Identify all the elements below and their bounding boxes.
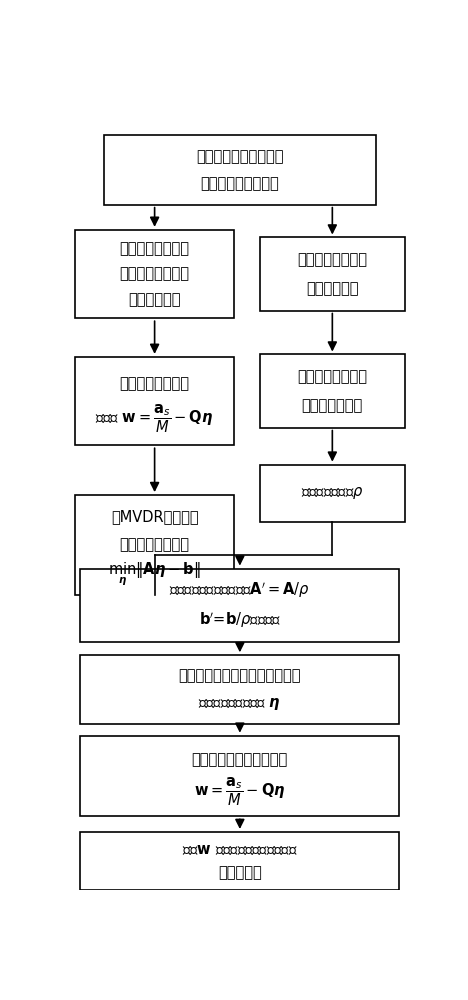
Text: 阵误差的范数: 阵误差的范数 (306, 281, 358, 296)
FancyBboxPatch shape (80, 655, 400, 724)
Text: 计算最差情况下的: 计算最差情况下的 (297, 369, 367, 384)
Text: 得期望信号: 得期望信号 (218, 865, 262, 880)
FancyBboxPatch shape (104, 135, 376, 205)
Text: 对阵列数据进行采样，: 对阵列数据进行采样， (196, 149, 284, 164)
Text: 利用$\mathbf{w}$ 对阵列数据进行加权，获: 利用$\mathbf{w}$ 对阵列数据进行加权，获 (182, 842, 298, 857)
Text: 将最小二乘问题归一化，$\mathbf{A}'=\mathbf{A}/\rho$: 将最小二乘问题归一化，$\mathbf{A}'=\mathbf{A}/\rho$ (169, 581, 310, 600)
Text: 望信号入射角: 望信号入射角 (128, 292, 181, 307)
Text: 将MVDR波束形成: 将MVDR波束形成 (111, 509, 198, 524)
Text: $\mathbf{w}=\dfrac{\mathbf{a}_s}{M}-\mathbf{Q}\boldsymbol{\eta}$: $\mathbf{w}=\dfrac{\mathbf{a}_s}{M}-\mat… (194, 776, 285, 808)
FancyBboxPatch shape (260, 354, 405, 428)
Text: 阶锥规划问题，求解 $\boldsymbol{\eta}$: 阶锥规划问题，求解 $\boldsymbol{\eta}$ (198, 696, 281, 712)
FancyBboxPatch shape (80, 832, 400, 890)
Text: $\mathbf{b}'$=$\mathbf{b}/\rho$，并简化: $\mathbf{b}'$=$\mathbf{b}/\rho$，并简化 (199, 610, 281, 630)
Text: 估计数据协方差矩: 估计数据协方差矩 (297, 252, 367, 267)
FancyBboxPatch shape (75, 230, 234, 318)
Text: 数据协方差矩阵: 数据协方差矩阵 (302, 398, 363, 413)
FancyBboxPatch shape (260, 237, 405, 311)
Text: 估计数据协方差矩阵: 估计数据协方差矩阵 (200, 176, 279, 191)
Text: $\underset{\boldsymbol{\eta}}{\min}\|\mathbf{A}\boldsymbol{\eta}-\mathbf{b}\|$: $\underset{\boldsymbol{\eta}}{\min}\|\ma… (109, 560, 201, 587)
Text: 合成波束形成器加权向量: 合成波束形成器加权向量 (192, 752, 288, 767)
FancyBboxPatch shape (75, 495, 234, 595)
Text: 器预处理，估计期: 器预处理，估计期 (120, 266, 190, 282)
FancyBboxPatch shape (75, 357, 234, 445)
Text: 利用常规波束形成: 利用常规波束形成 (120, 241, 190, 256)
Text: 将简化后最小二乘问题转化为二: 将简化后最小二乘问题转化为二 (179, 668, 301, 683)
Text: 分解波束形成器加: 分解波束形成器加 (120, 376, 190, 391)
FancyBboxPatch shape (80, 736, 400, 816)
FancyBboxPatch shape (80, 569, 400, 642)
Text: 计算归一化系数$\rho$: 计算归一化系数$\rho$ (301, 485, 364, 501)
Text: 权向量 $\mathbf{w}=\dfrac{\mathbf{a}_s}{M}-\mathbf{Q}\boldsymbol{\eta}$: 权向量 $\mathbf{w}=\dfrac{\mathbf{a}_s}{M}-… (95, 403, 214, 435)
Text: 器转化为最小二乘: 器转化为最小二乘 (120, 538, 190, 553)
FancyBboxPatch shape (260, 465, 405, 522)
